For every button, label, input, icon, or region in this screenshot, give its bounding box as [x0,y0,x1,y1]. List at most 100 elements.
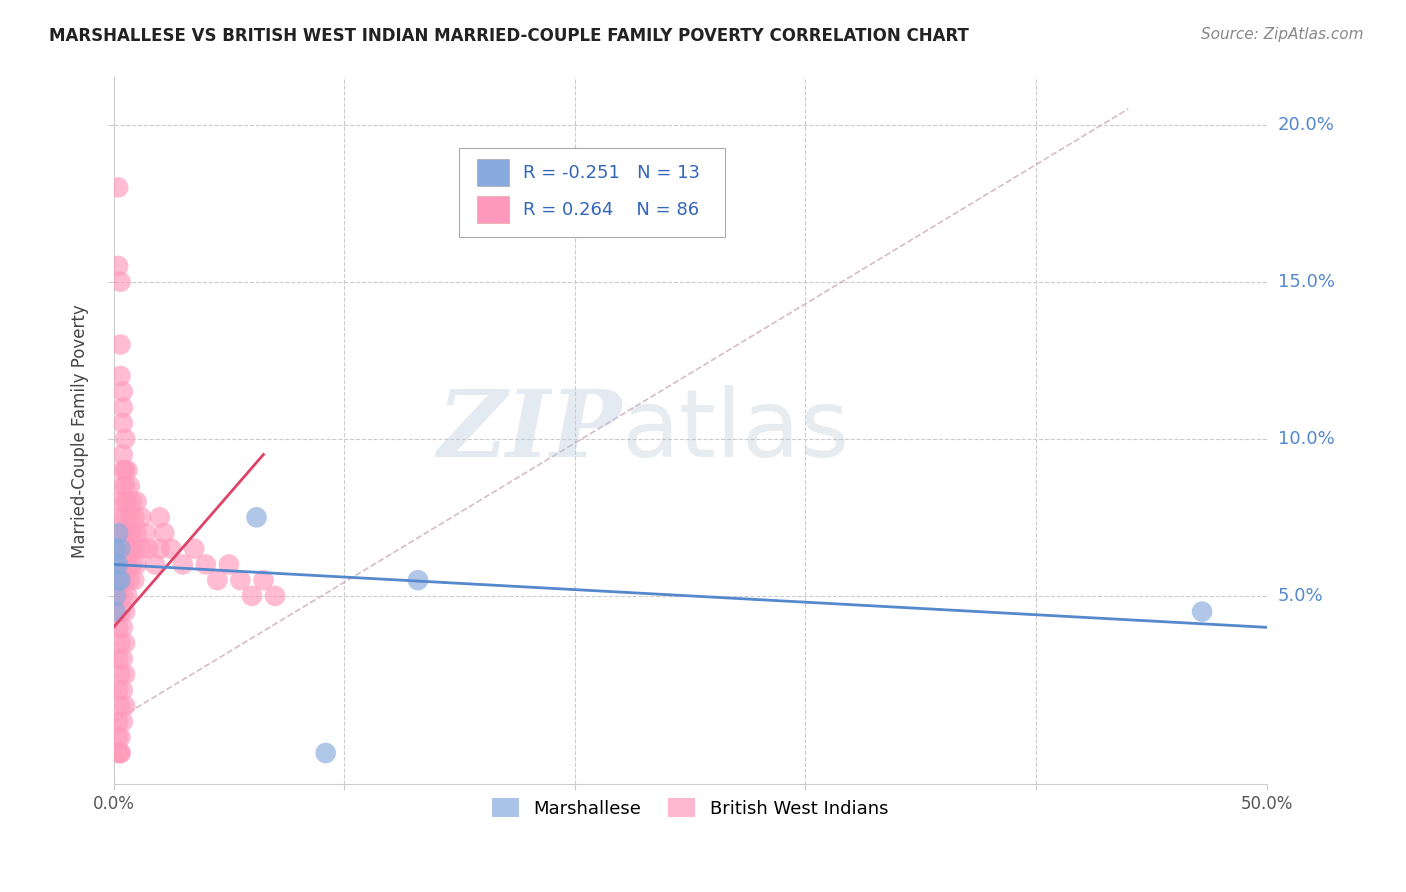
Point [107,259,129,273]
Point [114,526,136,541]
Point [107,746,129,760]
Text: R = 0.264    N = 86: R = 0.264 N = 86 [523,201,699,219]
Point [229,573,252,587]
Text: Source: ZipAtlas.com: Source: ZipAtlas.com [1201,27,1364,42]
Y-axis label: Married-Couple Family Poverty: Married-Couple Family Poverty [72,304,89,558]
Point [114,636,136,650]
Point [136,541,159,556]
Text: 15.0%: 15.0% [1278,273,1334,291]
Point [264,589,287,603]
Text: 10.0%: 10.0% [1278,430,1334,448]
Point [110,636,132,650]
Point [111,416,134,430]
Point [125,494,148,508]
Point [111,683,134,698]
Point [110,541,132,556]
Point [124,510,146,524]
Point [107,180,129,194]
Point [245,510,267,524]
Point [110,746,132,760]
Point [107,683,129,698]
Point [110,494,132,508]
Point [111,714,134,729]
Point [124,573,146,587]
Point [129,510,152,524]
Point [118,541,141,556]
Point [207,573,229,587]
Point [118,510,141,524]
Point [218,558,240,572]
Point [110,573,132,587]
Point [183,541,205,556]
Text: ZIP: ZIP [437,386,621,476]
Point [110,746,132,760]
Point [124,541,146,556]
Point [114,605,136,619]
Point [104,589,127,603]
Point [114,510,136,524]
Point [104,541,127,556]
Point [111,620,134,634]
Point [118,573,141,587]
Point [110,731,132,745]
Point [117,589,139,603]
Text: 5.0%: 5.0% [1278,587,1323,605]
Point [117,558,139,572]
Text: 20.0%: 20.0% [1278,116,1334,134]
Point [114,463,136,477]
Point [110,541,132,556]
Point [111,384,134,399]
Point [252,573,274,587]
Point [114,432,136,446]
Point [149,510,172,524]
Point [104,605,127,619]
Point [117,463,139,477]
Point [111,448,134,462]
Point [240,589,263,603]
Point [110,605,132,619]
Point [107,714,129,729]
FancyBboxPatch shape [477,196,509,223]
Point [1191,605,1213,619]
Point [149,541,172,556]
Point [153,526,176,541]
Point [121,558,143,572]
Point [194,558,217,572]
Text: R = -0.251   N = 13: R = -0.251 N = 13 [523,164,700,182]
Point [172,558,194,572]
Point [110,510,132,524]
Point [114,541,136,556]
Point [107,558,129,572]
Point [114,494,136,508]
Point [107,573,129,587]
Point [125,558,148,572]
Point [111,463,134,477]
Point [107,573,129,587]
Point [129,541,152,556]
Point [111,526,134,541]
Point [135,526,157,541]
Point [160,541,183,556]
Point [406,573,429,587]
Point [110,573,132,587]
Point [114,667,136,681]
FancyBboxPatch shape [460,148,724,236]
Point [107,589,129,603]
Point [111,652,134,666]
Point [111,589,134,603]
Point [110,337,132,351]
Point [110,667,132,681]
Text: MARSHALLESE VS BRITISH WEST INDIAN MARRIED-COUPLE FAMILY POVERTY CORRELATION CHA: MARSHALLESE VS BRITISH WEST INDIAN MARRI… [49,27,969,45]
Point [107,558,129,572]
Point [111,401,134,415]
Point [107,526,129,541]
Point [114,479,136,493]
FancyBboxPatch shape [477,160,509,186]
Point [114,698,136,713]
Point [118,479,141,493]
Text: atlas: atlas [621,385,849,477]
Point [121,494,143,508]
Point [110,368,132,383]
Point [107,620,129,634]
Point [114,573,136,587]
